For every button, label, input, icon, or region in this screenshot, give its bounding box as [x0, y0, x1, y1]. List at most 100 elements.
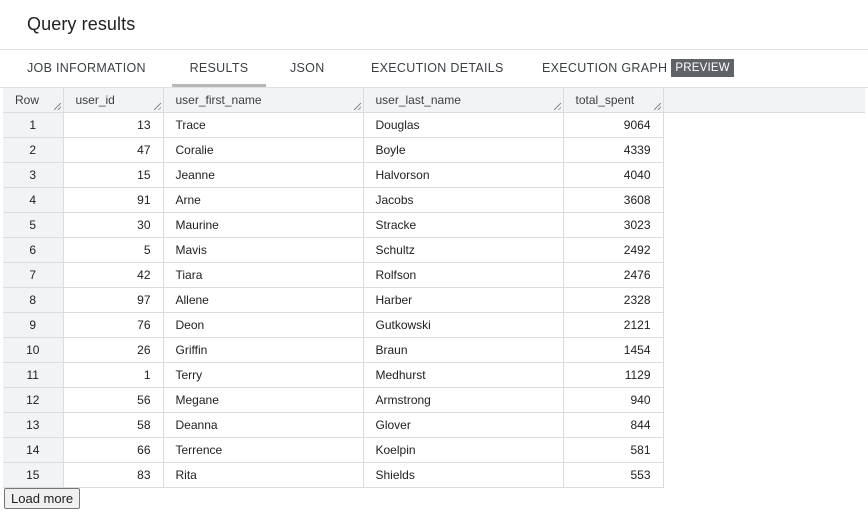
last-name-cell[interactable]: Rolfson [363, 262, 564, 288]
tab-results[interactable]: RESULTS [172, 50, 266, 87]
row-number-cell[interactable]: 12 [3, 387, 64, 413]
tab-json[interactable]: JSON [290, 61, 325, 75]
row-number-cell[interactable]: 6 [3, 237, 64, 263]
total-spent-cell[interactable]: 4040 [563, 162, 664, 188]
total-spent-cell[interactable]: 2476 [563, 262, 664, 288]
total-spent-cell[interactable]: 940 [563, 387, 664, 413]
first-name-cell[interactable]: Coralie [163, 137, 364, 163]
total-spent-cell[interactable]: 2328 [563, 287, 664, 313]
tab-execution-graph[interactable]: EXECUTION GRAPH PREVIEW [542, 50, 734, 87]
user-id-cell[interactable]: 15 [63, 162, 164, 188]
column-resize-handle[interactable] [153, 102, 161, 110]
row-number-cell[interactable]: 1 [3, 112, 64, 138]
last-name-cell[interactable]: Shields [363, 462, 564, 488]
last-name-cell[interactable]: Douglas [363, 112, 564, 138]
user-id-cell[interactable]: 13 [63, 112, 164, 138]
total-spent-cell[interactable]: 581 [563, 437, 664, 463]
column-header-row[interactable]: Row [3, 88, 64, 113]
first-name-cell[interactable]: Deon [163, 312, 364, 338]
user-id-cell[interactable]: 56 [63, 387, 164, 413]
total-spent-cell[interactable]: 3608 [563, 187, 664, 213]
user-id-cell[interactable]: 26 [63, 337, 164, 363]
row-number-cell[interactable]: 13 [3, 412, 64, 438]
first-name-cell[interactable]: Mavis [163, 237, 364, 263]
column-header-user-first-name[interactable]: user_first_name [163, 88, 364, 113]
table-row: 1 13 Trace Douglas 9064 [3, 112, 865, 138]
row-number-cell[interactable]: 10 [3, 337, 64, 363]
user-id-cell[interactable]: 83 [63, 462, 164, 488]
row-number-cell[interactable]: 5 [3, 212, 64, 238]
table-row: 15 83 Rita Shields 553 [3, 462, 865, 488]
user-id-cell[interactable]: 58 [63, 412, 164, 438]
user-id-cell[interactable]: 76 [63, 312, 164, 338]
header-filler [663, 88, 865, 113]
column-resize-handle[interactable] [653, 102, 661, 110]
first-name-cell[interactable]: Terrence [163, 437, 364, 463]
total-spent-cell[interactable]: 9064 [563, 112, 664, 138]
row-number-cell[interactable]: 3 [3, 162, 64, 188]
tab-execution-details[interactable]: EXECUTION DETAILS [371, 61, 504, 75]
total-spent-cell[interactable]: 3023 [563, 212, 664, 238]
last-name-cell[interactable]: Harber [363, 287, 564, 313]
column-header-user-last-name[interactable]: user_last_name [363, 88, 564, 113]
last-name-cell[interactable]: Armstrong [363, 387, 564, 413]
last-name-cell[interactable]: Braun [363, 337, 564, 363]
table-row: 5 30 Maurine Stracke 3023 [3, 212, 865, 238]
table-row: 2 47 Coralie Boyle 4339 [3, 137, 865, 163]
total-spent-cell[interactable]: 1129 [563, 362, 664, 388]
last-name-cell[interactable]: Koelpin [363, 437, 564, 463]
user-id-cell[interactable]: 42 [63, 262, 164, 288]
user-id-cell[interactable]: 97 [63, 287, 164, 313]
load-more-button[interactable]: Load more [4, 488, 81, 509]
first-name-cell[interactable]: Rita [163, 462, 364, 488]
results-header: Query results [0, 0, 868, 50]
table-row: 11 1 Terry Medhurst 1129 [3, 362, 865, 388]
user-id-cell[interactable]: 66 [63, 437, 164, 463]
first-name-cell[interactable]: Griffin [163, 337, 364, 363]
total-spent-cell[interactable]: 4339 [563, 137, 664, 163]
preview-badge: PREVIEW [671, 58, 734, 77]
row-number-cell[interactable]: 15 [3, 462, 64, 488]
row-number-cell[interactable]: 7 [3, 262, 64, 288]
row-number-cell[interactable]: 8 [3, 287, 64, 313]
last-name-cell[interactable]: Stracke [363, 212, 564, 238]
last-name-cell[interactable]: Schultz [363, 237, 564, 263]
total-spent-cell[interactable]: 844 [563, 412, 664, 438]
tab-job-information[interactable]: JOB INFORMATION [27, 61, 146, 75]
user-id-cell[interactable]: 47 [63, 137, 164, 163]
row-number-cell[interactable]: 14 [3, 437, 64, 463]
user-id-cell[interactable]: 91 [63, 187, 164, 213]
total-spent-cell[interactable]: 553 [563, 462, 664, 488]
column-resize-handle[interactable] [353, 102, 361, 110]
column-header-total-spent[interactable]: total_spent [563, 88, 664, 113]
column-header-user-id[interactable]: user_id [63, 88, 164, 113]
last-name-cell[interactable]: Jacobs [363, 187, 564, 213]
first-name-cell[interactable]: Arne [163, 187, 364, 213]
row-number-cell[interactable]: 11 [3, 362, 64, 388]
first-name-cell[interactable]: Maurine [163, 212, 364, 238]
row-number-cell[interactable]: 4 [3, 187, 64, 213]
first-name-cell[interactable]: Deanna [163, 412, 364, 438]
row-number-cell[interactable]: 2 [3, 137, 64, 163]
last-name-cell[interactable]: Halvorson [363, 162, 564, 188]
last-name-cell[interactable]: Medhurst [363, 362, 564, 388]
last-name-cell[interactable]: Glover [363, 412, 564, 438]
first-name-cell[interactable]: Trace [163, 112, 364, 138]
last-name-cell[interactable]: Boyle [363, 137, 564, 163]
user-id-cell[interactable]: 1 [63, 362, 164, 388]
first-name-cell[interactable]: Tiara [163, 262, 364, 288]
row-number-cell[interactable]: 9 [3, 312, 64, 338]
user-id-cell[interactable]: 5 [63, 237, 164, 263]
user-id-cell[interactable]: 30 [63, 212, 164, 238]
total-spent-cell[interactable]: 1454 [563, 337, 664, 363]
first-name-cell[interactable]: Terry [163, 362, 364, 388]
total-spent-cell[interactable]: 2121 [563, 312, 664, 338]
first-name-cell[interactable]: Megane [163, 387, 364, 413]
column-resize-handle[interactable] [553, 102, 561, 110]
total-spent-cell[interactable]: 2492 [563, 237, 664, 263]
column-resize-handle[interactable] [53, 102, 61, 110]
first-name-cell[interactable]: Jeanne [163, 162, 364, 188]
first-name-cell[interactable]: Allene [163, 287, 364, 313]
last-name-cell[interactable]: Gutkowski [363, 312, 564, 338]
